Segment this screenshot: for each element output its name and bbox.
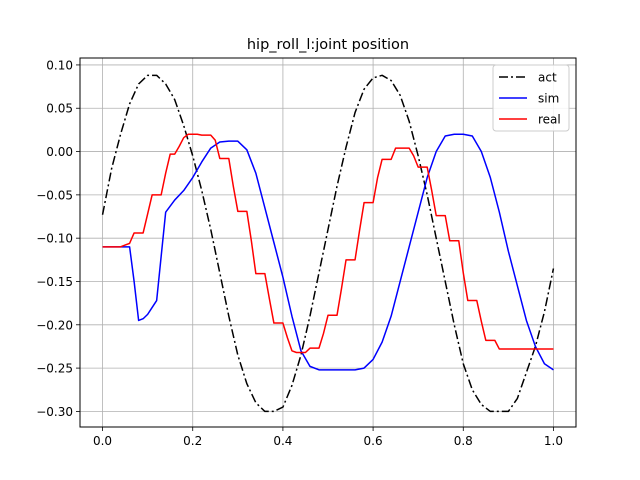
- x-tick-label: 0.4: [273, 434, 292, 448]
- legend-label-sim: sim: [538, 92, 559, 106]
- plot-frame: [79, 57, 577, 428]
- y-tick-label: −0.20: [36, 318, 73, 332]
- legend: act sim real: [492, 64, 570, 132]
- grid: [80, 58, 576, 427]
- y-tick-label: −0.30: [36, 405, 73, 419]
- series-line-sim: [102, 133, 554, 371]
- x-tick-label: 0.6: [364, 434, 383, 448]
- chart-title: hip_roll_l:joint position: [247, 37, 409, 53]
- legend-label-real: real: [538, 113, 561, 127]
- x-tick-label: 0.8: [454, 434, 473, 448]
- x-tick-label: 1.0: [544, 434, 563, 448]
- legend-label-act: act: [538, 71, 557, 85]
- series-layer: [101, 74, 555, 413]
- x-tick-label: 0.0: [93, 434, 112, 448]
- series-line-act: [101, 74, 555, 413]
- y-tick-label: 0.05: [46, 102, 73, 116]
- series-line-real: [102, 133, 554, 354]
- y-axis: −0.30 −0.25 −0.20 −0.15 −0.10 −0.05 0.00 0.05 0.…: [36, 58, 80, 419]
- y-tick-label: −0.05: [36, 188, 73, 202]
- y-tick-label: 0.10: [46, 58, 73, 72]
- y-tick-label: −0.15: [36, 275, 73, 289]
- x-axis: 0.0 0.2 0.4 0.6 0.8 1.0: [93, 427, 563, 448]
- y-tick-label: −0.25: [36, 362, 73, 376]
- legend-box: [492, 64, 570, 132]
- y-tick-label: −0.10: [36, 232, 73, 246]
- x-tick-label: 0.2: [183, 434, 202, 448]
- y-tick-label: 0.00: [46, 145, 73, 159]
